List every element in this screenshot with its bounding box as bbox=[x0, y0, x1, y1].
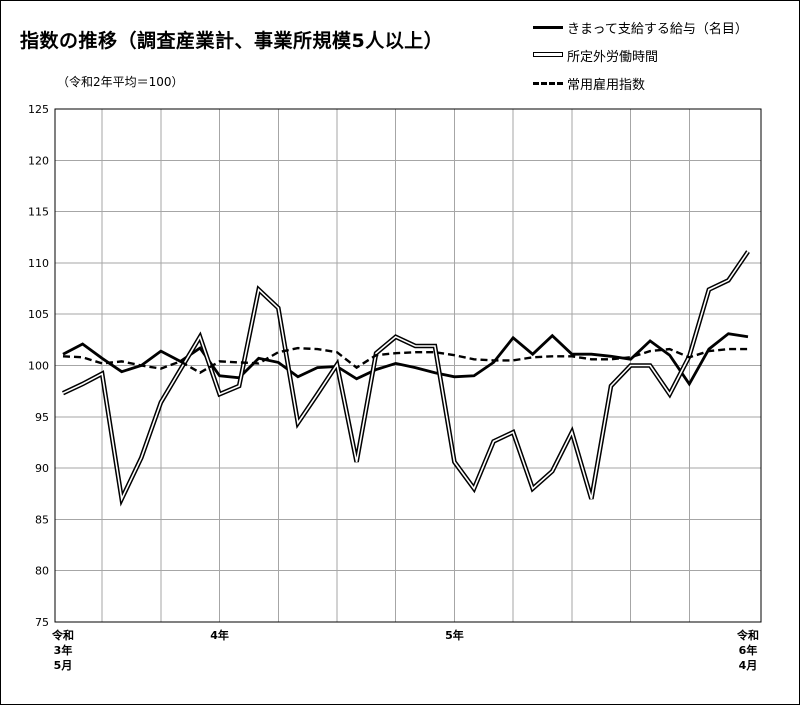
legend-swatch-dashed bbox=[533, 77, 563, 89]
x-tick-label: 6年 bbox=[739, 643, 758, 657]
x-tick-label: 4月 bbox=[739, 659, 758, 672]
legend-label-wages: きまって支給する給与（名目） bbox=[567, 21, 748, 37]
x-tick-label: 令和 bbox=[51, 628, 74, 642]
legend-label-overtime: 所定外労働時間 bbox=[567, 49, 659, 65]
series-line-overtime-inner bbox=[62, 251, 749, 502]
series-line-employment bbox=[62, 346, 748, 375]
series-line-overtime-outer bbox=[62, 250, 750, 507]
legend-item-employment: 常用雇用指数 bbox=[533, 69, 748, 97]
y-tick-label: 90 bbox=[35, 462, 49, 475]
y-tick-label: 105 bbox=[28, 308, 49, 321]
legend: きまって支給する給与（名目） 所定外労働時間 常用雇用指数 bbox=[533, 13, 748, 97]
y-tick-label: 120 bbox=[28, 154, 49, 167]
chart-title: 指数の推移（調査産業計、事業所規模5人以上） bbox=[20, 30, 444, 52]
legend-item-overtime: 所定外労働時間 bbox=[533, 41, 748, 69]
y-tick-label: 75 bbox=[35, 616, 49, 629]
x-tick-label: 3年 bbox=[54, 643, 73, 657]
y-tick-label: 80 bbox=[35, 565, 49, 578]
y-tick-label: 115 bbox=[28, 206, 49, 219]
y-tick-label: 95 bbox=[35, 411, 49, 424]
y-tick-label: 110 bbox=[28, 257, 49, 270]
plot-border bbox=[54, 108, 762, 623]
y-tick-label: 100 bbox=[28, 360, 49, 373]
legend-item-wages: きまって支給する給与（名目） bbox=[533, 13, 748, 41]
legend-label-employment: 常用雇用指数 bbox=[567, 77, 646, 93]
x-tick-label: 5月 bbox=[54, 659, 73, 672]
legend-swatch-double bbox=[533, 49, 563, 61]
x-tick-label: 4年 bbox=[210, 628, 229, 642]
chart-subtitle: （令和2年平均＝100） bbox=[57, 75, 184, 89]
legend-swatch-solid bbox=[533, 21, 563, 33]
y-tick-label: 125 bbox=[28, 103, 49, 116]
y-tick-label: 85 bbox=[35, 513, 49, 526]
x-tick-label: 5年 bbox=[445, 628, 464, 642]
x-tick-label: 令和 bbox=[736, 628, 759, 642]
